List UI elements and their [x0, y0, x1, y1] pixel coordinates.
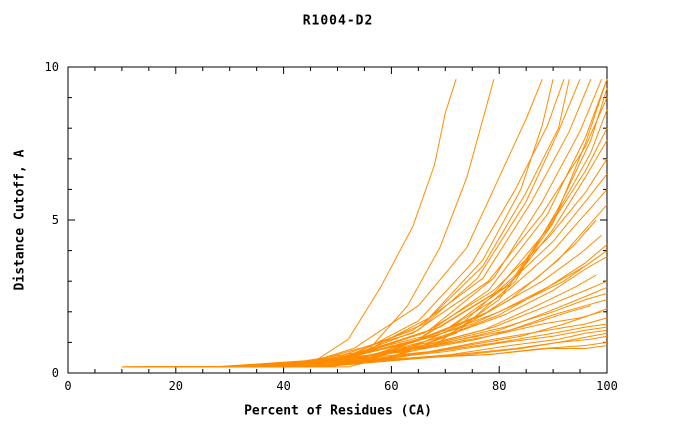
y-axis-label: Distance Cutoff, A [12, 149, 28, 291]
chart-title: R1004-D2 [302, 13, 374, 29]
y-tick-label: 0 [52, 366, 59, 380]
model-curve [127, 305, 591, 368]
model-curve [272, 79, 457, 368]
x-tick-label: 40 [276, 379, 290, 393]
model-curve [213, 79, 554, 368]
y-tick-label: 5 [52, 213, 59, 227]
x-tick-label: 20 [169, 379, 183, 393]
model-curve [181, 323, 608, 368]
model-curve [208, 299, 608, 368]
model-curve [229, 88, 608, 368]
y-tick-label: 10 [45, 60, 59, 74]
model-curve [202, 79, 565, 368]
x-tick-label: 80 [492, 379, 506, 393]
model-curve [192, 79, 570, 368]
model-curve [256, 308, 608, 368]
model-curve [132, 345, 608, 368]
x-tick-label: 100 [596, 379, 618, 393]
x-tick-label: 0 [64, 379, 71, 393]
x-tick-label: 60 [384, 379, 398, 393]
plot-border [67, 66, 608, 374]
model-curve [121, 97, 608, 368]
model-curve [208, 140, 608, 368]
model-curve [175, 79, 581, 368]
model-curve [218, 329, 608, 368]
model-curve [165, 79, 603, 368]
x-axis-label: Percent of Residues (CA) [244, 403, 432, 419]
model-curve [245, 109, 608, 368]
model-curve [148, 234, 602, 368]
model-curve [132, 219, 597, 368]
model-curve [132, 79, 608, 368]
